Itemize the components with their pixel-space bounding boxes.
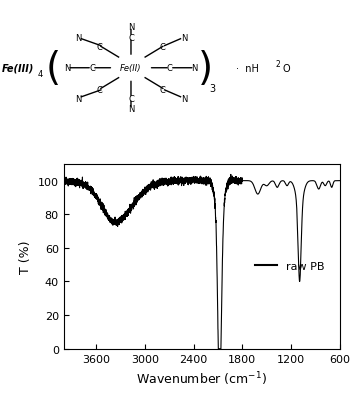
Text: N: N (64, 64, 70, 73)
Text: N: N (128, 23, 134, 32)
Text: ): ) (198, 50, 213, 87)
Text: N: N (75, 95, 81, 103)
Text: N: N (181, 34, 187, 43)
X-axis label: Wavenumber (cm$^{-1}$): Wavenumber (cm$^{-1}$) (136, 369, 267, 387)
Text: 4: 4 (38, 70, 43, 79)
Text: N: N (181, 95, 187, 103)
Text: 2: 2 (275, 60, 280, 69)
Text: C: C (167, 64, 173, 73)
Text: C: C (96, 43, 102, 52)
Text: Fe(II): Fe(II) (120, 64, 142, 73)
Text: (: ( (46, 50, 61, 87)
Text: O: O (283, 64, 291, 73)
Text: Fe(III): Fe(III) (1, 64, 34, 73)
Y-axis label: T (%): T (%) (19, 240, 32, 273)
Text: C: C (96, 85, 102, 94)
Text: N: N (192, 64, 198, 73)
Text: C: C (128, 95, 134, 103)
Text: C: C (89, 64, 95, 73)
Text: 3: 3 (209, 83, 216, 93)
Text: C: C (128, 34, 134, 43)
Text: N: N (75, 34, 81, 43)
Legend: raw PB: raw PB (250, 257, 329, 275)
Text: N: N (128, 105, 134, 114)
Text: C: C (160, 85, 166, 94)
Text: ·  nH: · nH (236, 64, 259, 73)
Text: C: C (160, 43, 166, 52)
